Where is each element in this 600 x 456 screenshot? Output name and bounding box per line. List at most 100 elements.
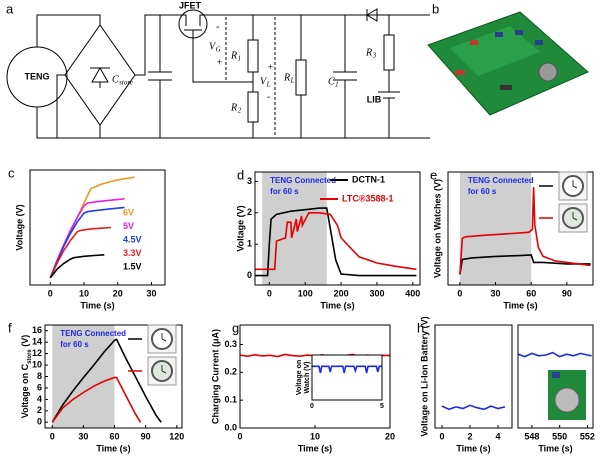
circuit-label: - — [216, 21, 219, 32]
circuit-label-sub: L — [290, 77, 295, 85]
annotation: for 60 s — [270, 187, 299, 196]
watch-hands — [572, 180, 578, 189]
data-line — [255, 207, 417, 277]
watch-hands — [161, 333, 167, 342]
bridge — [64, 24, 136, 126]
annotation: for 60 s — [468, 187, 497, 196]
annotation: TENG Connected — [270, 176, 336, 185]
circuit-label: V — [260, 76, 268, 87]
x-tick-label: 30 — [146, 288, 156, 298]
y-axis-label: Voltage on Watches (V) — [432, 179, 442, 278]
plot-frame — [517, 324, 594, 429]
circuit-label: JFET — [179, 0, 202, 10]
circuit-label: R — [230, 102, 237, 113]
data-line — [51, 376, 142, 423]
y-axis-label-text: Voltage on Li-Ion Battery (V) — [419, 316, 429, 436]
y-tick-label: 0 — [247, 270, 252, 280]
panel-label: h — [417, 320, 424, 335]
y-axis-label: Voltage on Li-Ion Battery (V) — [419, 316, 429, 436]
x-axis-label: Time (s) — [320, 300, 354, 310]
y-tick-label: 1 — [247, 239, 252, 249]
wire — [56, 14, 430, 139]
x-tick-label: 0 — [310, 403, 314, 410]
component — [535, 40, 543, 45]
x-tick-label: 550 — [552, 431, 567, 441]
x-axis-label: Time (s) — [503, 300, 537, 310]
circuit-board-photo — [427, 11, 589, 116]
component — [552, 372, 560, 378]
circuit-label-sub: G — [216, 46, 221, 54]
circuit-label: TENG — [24, 71, 49, 81]
x-axis-label: Time (s) — [538, 443, 572, 453]
x-tick-label: 548 — [524, 431, 539, 441]
resistor — [295, 59, 307, 96]
plot-frame — [254, 171, 421, 286]
x-axis-label: Time (s) — [298, 443, 332, 453]
y-axis-label: Voltage on Watch (V) — [296, 360, 311, 395]
y-axis-label-part: Voltage on C — [20, 363, 30, 418]
legend-label: LTC®3588-1 — [342, 193, 393, 203]
x-tick-label: 0 — [267, 288, 272, 298]
x-tick-label: 90 — [141, 431, 151, 441]
x-tick-label: 300 — [369, 288, 384, 298]
x-tick-label: 400 — [405, 288, 420, 298]
panel-label: b — [432, 1, 439, 16]
component — [500, 85, 512, 90]
y-tick-label: 2 — [247, 207, 252, 217]
circuit — [6, 8, 430, 139]
x-tick-label: 60 — [526, 288, 536, 298]
legend-label: 6V — [123, 207, 134, 217]
x-tick-label: 4 — [495, 431, 500, 441]
circuit-label: - — [267, 91, 270, 102]
y-axis-label: Voltage (V) — [14, 204, 24, 250]
panel-label: f — [8, 320, 12, 335]
plot-frame — [29, 169, 166, 286]
voltage-marker — [225, 17, 276, 136]
diode — [366, 8, 378, 22]
circuit-label: + — [216, 57, 223, 68]
x-tick-label: 0 — [439, 431, 444, 441]
x-tick-label: 20 — [113, 288, 123, 298]
x-tick-label: 20 — [385, 431, 395, 441]
x-tick-label: 30 — [491, 288, 501, 298]
y-tick-label: 8 — [37, 371, 42, 381]
y-axis-label-text: Voltage on Watches (V) — [432, 179, 442, 278]
watch-hands — [161, 365, 167, 374]
y-axis-label: Charging Current (μA) — [210, 329, 220, 424]
x-tick-label: 0 — [48, 288, 53, 298]
shaded-region — [459, 172, 532, 285]
y-axis-label-sub: store — [27, 349, 33, 364]
circuit-label-sub: 1 — [335, 81, 339, 89]
data-line — [459, 254, 591, 275]
x-tick-label: 5 — [380, 403, 384, 410]
y-axis-label-text: Voltage (V) — [235, 205, 245, 251]
circuit-label: C — [112, 74, 119, 85]
x-tick-label: 100 — [298, 288, 313, 298]
panel-label: e — [430, 167, 437, 182]
y-tick-label: 4 — [37, 394, 42, 404]
data-line — [51, 338, 162, 423]
x-tick-label: 120 — [169, 431, 184, 441]
x-tick-label: 552 — [580, 431, 595, 441]
y-tick-label: 0.2 — [224, 367, 237, 377]
y-tick-label: 0 — [37, 417, 42, 427]
panel-label: a — [6, 1, 14, 16]
y-tick-label: 0.3 — [224, 339, 237, 349]
x-axis-label: Time (s) — [80, 300, 114, 310]
circuit-label: R — [365, 47, 372, 58]
watch-hands — [572, 212, 578, 221]
data-line — [459, 187, 591, 275]
y-tick-label: 6 — [37, 382, 42, 392]
circuit-label: R — [283, 72, 290, 83]
circuit-label-sub: store — [119, 79, 133, 87]
x-tick-label: 0 — [457, 288, 462, 298]
x-tick-label: 2 — [467, 431, 472, 441]
y-tick-label: 14 — [32, 337, 42, 347]
data-line — [49, 226, 112, 279]
legend-label: 5V — [123, 221, 134, 231]
y-axis-label-text: Voltage on Cstore (V) — [20, 335, 32, 419]
y-tick-label: 10 — [32, 359, 42, 369]
x-tick-label: 0 — [237, 431, 242, 441]
x-tick-label: 10 — [79, 288, 89, 298]
coin-cell — [554, 387, 580, 413]
